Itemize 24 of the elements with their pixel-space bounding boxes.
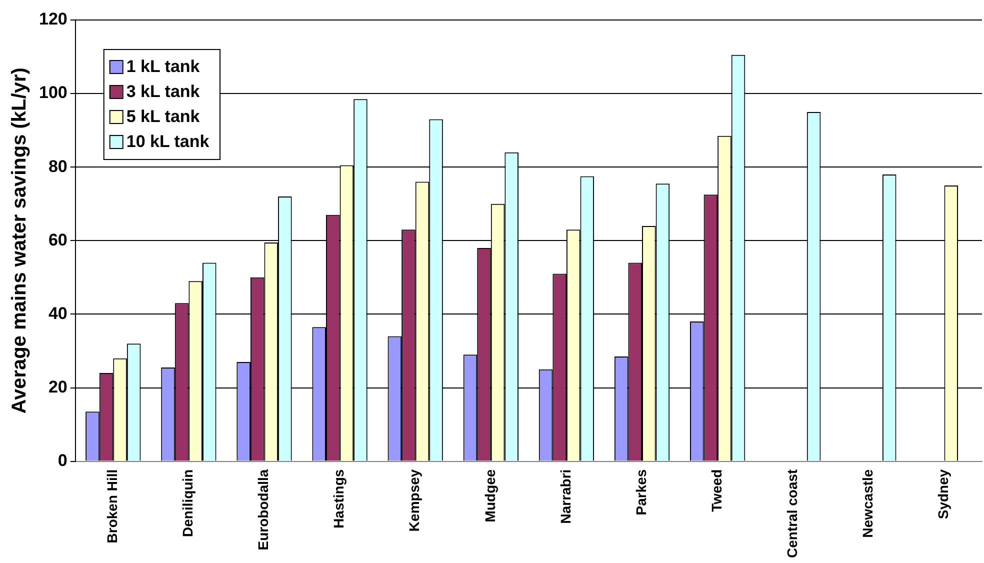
y-tick-label: 20 <box>48 377 68 396</box>
legend-label: 5 kL tank <box>126 107 200 126</box>
x-tick-label: Eurobodalla <box>255 469 272 550</box>
y-tick-label: 0 <box>58 450 68 470</box>
y-tick-label: 60 <box>48 230 68 250</box>
x-tick-label: Hastings <box>330 469 347 528</box>
x-tick-label: Kempsey <box>406 469 422 532</box>
legend-label: 10 kL tank <box>126 132 210 152</box>
y-tick-label: 40 <box>48 304 68 323</box>
x-tick-label: Parkes <box>632 469 649 516</box>
y-tick-label: 100 <box>38 83 68 102</box>
x-tick-label: Central coast <box>784 468 800 558</box>
legend-label: 1 kL tank <box>126 57 200 76</box>
x-tick-label: Mudgee <box>482 469 498 522</box>
legend-label: 3 kL tank <box>126 82 200 102</box>
x-tick-label: Deniliquin <box>180 469 196 537</box>
x-tick-label: Broken Hill <box>104 469 120 544</box>
y-tick-label: 120 <box>38 10 68 29</box>
y-axis-title: Average mains water savings (kL/yr) <box>8 68 31 414</box>
x-tick-label: Tweed <box>708 469 724 512</box>
x-tick-label: Newcastle <box>860 469 876 538</box>
y-tick-label: 80 <box>48 156 68 176</box>
x-tick-label: Sydney <box>935 469 952 520</box>
x-tick-label: Narrabri <box>557 469 574 524</box>
